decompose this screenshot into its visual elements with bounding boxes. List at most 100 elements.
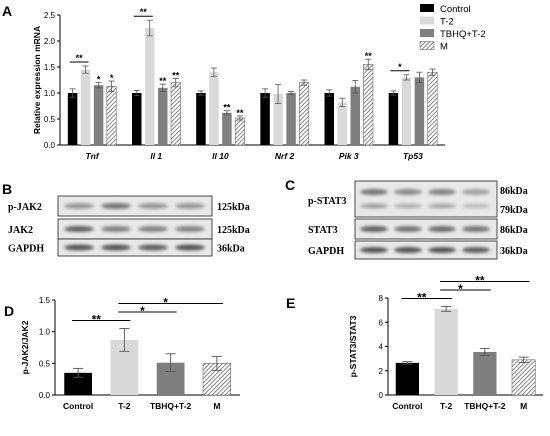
panel-label-e: E <box>286 295 295 311</box>
bar <box>170 82 181 146</box>
panel-label-b: B <box>2 181 12 197</box>
category-label: Tnf <box>85 151 99 161</box>
blot-band <box>138 226 168 232</box>
legend-swatch <box>420 29 434 37</box>
y-tick-label: 0.5 <box>44 115 56 124</box>
y-tick-label: 1.5 <box>44 63 56 72</box>
blot-label: STAT3 <box>308 225 338 236</box>
blot-row-frame <box>354 180 498 218</box>
y-tick-label: 0.0 <box>44 141 56 150</box>
blot-row-frame <box>354 240 498 260</box>
blot-band <box>394 226 422 232</box>
blot-band <box>462 226 490 232</box>
legend-entry: TBHQ+T-2 <box>440 29 486 40</box>
blot-band <box>462 203 490 209</box>
blot-kda: 125kDa <box>217 202 250 213</box>
significance-mark: * <box>110 73 114 83</box>
bar <box>434 308 458 395</box>
bar <box>234 117 245 146</box>
blot-band <box>101 203 131 209</box>
blot-label: GAPDH <box>308 246 344 257</box>
blot-band <box>428 203 456 209</box>
blot-c: p-STAT3 86kDa 79kDa STAT3 86kDa GAPDH 36kDa <box>308 180 528 260</box>
category-label: T-2 <box>440 401 453 411</box>
category-label: Tp53 <box>403 151 423 161</box>
blot-band <box>64 203 94 209</box>
significance-mark: ** <box>365 51 373 61</box>
chart-d: 0.0 0.5 1.0 1.5 p-JAK2/JAK2 Control T-2 TBHQ+T-… <box>20 296 240 411</box>
significance-mark: ** <box>92 313 102 327</box>
blot-kda: 86kDa <box>500 225 528 236</box>
bar <box>260 93 270 145</box>
bar <box>145 28 155 145</box>
blot-band <box>462 189 490 195</box>
significance-mark: * <box>140 304 145 318</box>
y-tick-label: 2.5 <box>44 11 56 20</box>
significance-mark: ** <box>236 108 244 118</box>
blot-band <box>360 189 388 195</box>
significance-mark: ** <box>475 273 485 287</box>
legend-swatch <box>419 41 435 50</box>
blot-label: GAPDH <box>8 244 44 255</box>
bar <box>511 359 536 396</box>
bar <box>337 102 347 145</box>
y-tick-label: 4 <box>379 343 384 352</box>
bar <box>67 93 78 145</box>
blot-kda: 36kDa <box>500 246 528 257</box>
category-label: T-2 <box>118 401 131 411</box>
blot-band <box>360 247 388 253</box>
blot-band <box>175 244 205 251</box>
category-label: M <box>213 401 220 411</box>
y-axis-label: Relative expression mRNA <box>32 26 42 134</box>
category-label: Il 10 <box>212 151 229 161</box>
bar <box>93 85 104 145</box>
legend-swatch <box>420 16 434 25</box>
category-label: Nrf 2 <box>275 151 295 161</box>
blot-label: p-STAT3 <box>308 196 347 207</box>
blot-band <box>138 203 168 209</box>
blot-band <box>175 203 205 209</box>
y-tick-label: 0.5 <box>39 359 51 368</box>
panel-label-a: A <box>2 3 12 19</box>
blot-band <box>394 247 422 253</box>
blot-band <box>101 244 131 251</box>
y-tick-label: 1.0 <box>44 89 56 98</box>
panel-label-d: D <box>4 303 14 319</box>
category-label: Pik 3 <box>339 151 359 161</box>
bar <box>273 94 283 145</box>
blot-band <box>138 244 168 251</box>
blot-kda: 36kDa <box>217 244 245 255</box>
bar <box>286 93 296 145</box>
y-tick-label: 2 <box>379 367 384 376</box>
bar <box>324 93 334 145</box>
bar <box>414 77 425 145</box>
y-tick-label: 1.5 <box>39 296 51 305</box>
bar <box>106 85 117 146</box>
bar <box>196 93 206 145</box>
bar <box>299 82 310 146</box>
significance-mark: * <box>458 282 463 296</box>
blot-band <box>428 189 456 195</box>
bar <box>64 372 92 395</box>
significance-mark: * <box>163 296 168 310</box>
blot-band <box>360 203 388 209</box>
legend-entry: Control <box>440 4 471 15</box>
bar <box>158 87 168 145</box>
blot-row-frame <box>354 218 498 240</box>
significance-mark: * <box>97 75 101 85</box>
blot-band <box>428 226 456 232</box>
blot-kda: 86kDa <box>500 186 528 197</box>
significance-mark: ** <box>140 7 148 17</box>
bar <box>350 86 360 145</box>
category-label: M <box>520 401 527 411</box>
bar <box>132 93 142 145</box>
legend-swatch <box>420 4 434 12</box>
blot-b: p-JAK2 125kDa JAK2 125kDa GAPDH 36kDa <box>8 195 250 257</box>
blot-band <box>101 226 131 232</box>
bar <box>473 351 497 395</box>
blot-band <box>394 189 422 195</box>
legend-entry: M <box>440 42 448 53</box>
blot-kda: 125kDa <box>217 225 250 236</box>
